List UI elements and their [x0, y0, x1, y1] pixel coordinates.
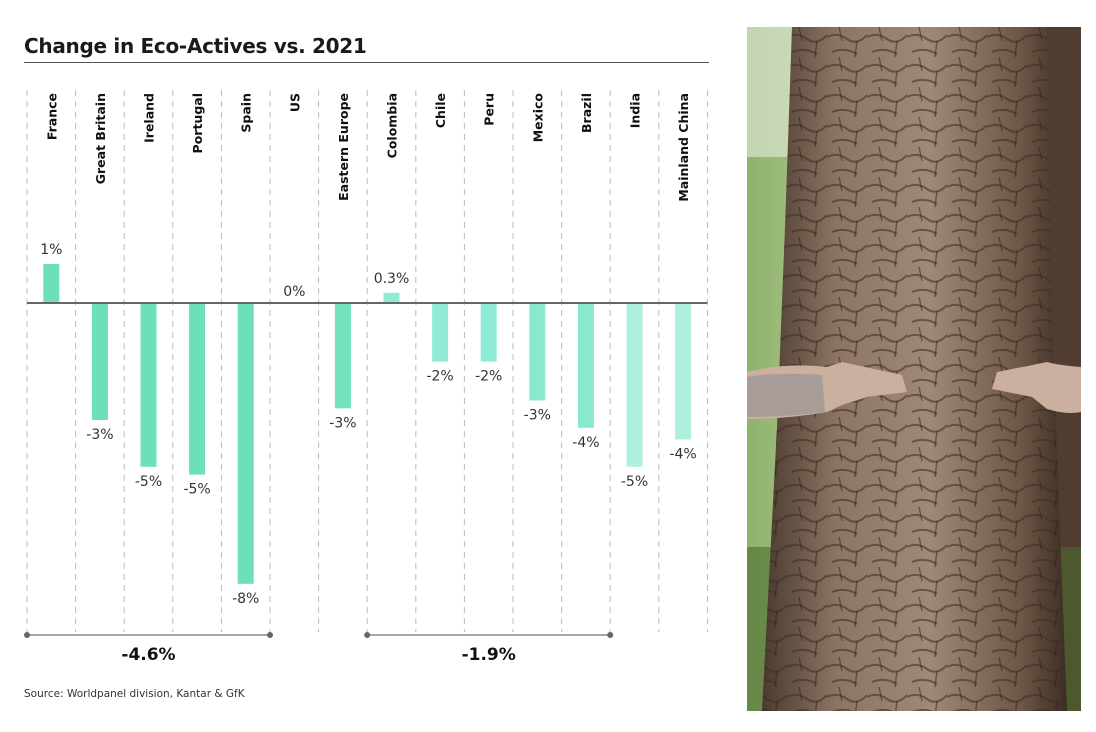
- bar: [383, 292, 400, 303]
- bracket-dot: [364, 632, 371, 638]
- category-label: Chile: [433, 93, 448, 128]
- data-label: 0%: [283, 284, 305, 300]
- category-label: US: [287, 93, 302, 112]
- data-label: -4%: [669, 447, 696, 463]
- bracket-dot: [267, 632, 273, 638]
- bar: [480, 303, 497, 362]
- category-label: Eastern Europe: [336, 93, 351, 201]
- data-label: -3%: [86, 427, 113, 443]
- bracket-dot: [607, 632, 614, 638]
- data-label: -5%: [183, 482, 210, 498]
- bar: [237, 303, 254, 584]
- title-divider: [24, 62, 709, 63]
- data-label: 1%: [40, 242, 62, 258]
- category-label: Mainland China: [676, 93, 691, 202]
- category-label: Great Britain: [93, 93, 108, 184]
- bar: [432, 303, 449, 362]
- data-label: -5%: [621, 474, 648, 490]
- category-label: France: [44, 93, 59, 140]
- bar: [91, 303, 108, 420]
- category-label: Mexico: [530, 93, 545, 143]
- category-label: Peru: [482, 93, 497, 126]
- category-label: Ireland: [142, 93, 157, 143]
- data-label: -8%: [232, 591, 259, 607]
- category-label: Brazil: [579, 93, 594, 133]
- bar: [189, 303, 206, 475]
- data-label: 0.3%: [374, 271, 410, 287]
- bar: [577, 303, 594, 428]
- group-average-label: -4.6%: [121, 645, 175, 665]
- group-average-label: -1.9%: [462, 645, 516, 665]
- data-label: -5%: [135, 474, 162, 490]
- data-label: -2%: [475, 369, 502, 385]
- data-label: -3%: [329, 415, 356, 431]
- category-label: Colombia: [385, 93, 400, 158]
- tree-hug-photo: [747, 27, 1081, 711]
- bar: [675, 303, 692, 440]
- category-label: Portugal: [190, 93, 205, 153]
- data-label: -3%: [524, 408, 551, 424]
- bar-chart: France 1% Great Britain -3% Ireland -5% Portug…: [24, 90, 708, 665]
- bar: [529, 303, 546, 401]
- data-label: -2%: [426, 369, 453, 385]
- source-note: Source: Worldpanel division, Kantar & Gf…: [24, 688, 245, 700]
- chart-title: Change in Eco-Actives vs. 2021: [24, 34, 367, 58]
- bar: [43, 264, 60, 303]
- category-label: Spain: [239, 93, 254, 133]
- bar: [334, 303, 351, 409]
- data-label: -4%: [572, 435, 599, 451]
- bar: [626, 303, 643, 467]
- bar: [140, 303, 157, 467]
- category-label: India: [628, 93, 643, 128]
- bracket-dot: [24, 632, 30, 638]
